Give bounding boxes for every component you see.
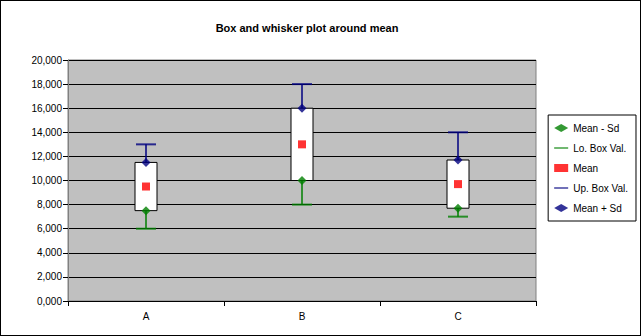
svg-text:Lo. Box Val.: Lo. Box Val.	[573, 143, 626, 154]
svg-text:20,000: 20,000	[31, 55, 62, 66]
svg-text:Mean: Mean	[573, 163, 598, 174]
svg-text:16,000: 16,000	[31, 103, 62, 114]
svg-text:2,000: 2,000	[37, 271, 62, 282]
svg-text:Up. Box Val.: Up. Box Val.	[573, 183, 628, 194]
svg-text:4,000: 4,000	[37, 247, 62, 258]
svg-text:B: B	[299, 311, 306, 322]
svg-text:Mean + Sd: Mean + Sd	[573, 203, 622, 214]
svg-text:12,000: 12,000	[31, 151, 62, 162]
svg-text:A: A	[143, 311, 150, 322]
svg-text:14,000: 14,000	[31, 127, 62, 138]
svg-text:8,000: 8,000	[37, 199, 62, 210]
svg-text:Mean - Sd: Mean - Sd	[573, 123, 619, 134]
svg-text:6,000: 6,000	[37, 223, 62, 234]
svg-text:18,000: 18,000	[31, 79, 62, 90]
svg-text:0,000: 0,000	[37, 296, 62, 307]
svg-text:C: C	[454, 311, 461, 322]
svg-text:Box and whisker plot around me: Box and whisker plot around mean	[216, 22, 399, 34]
svg-text:10,000: 10,000	[31, 175, 62, 186]
